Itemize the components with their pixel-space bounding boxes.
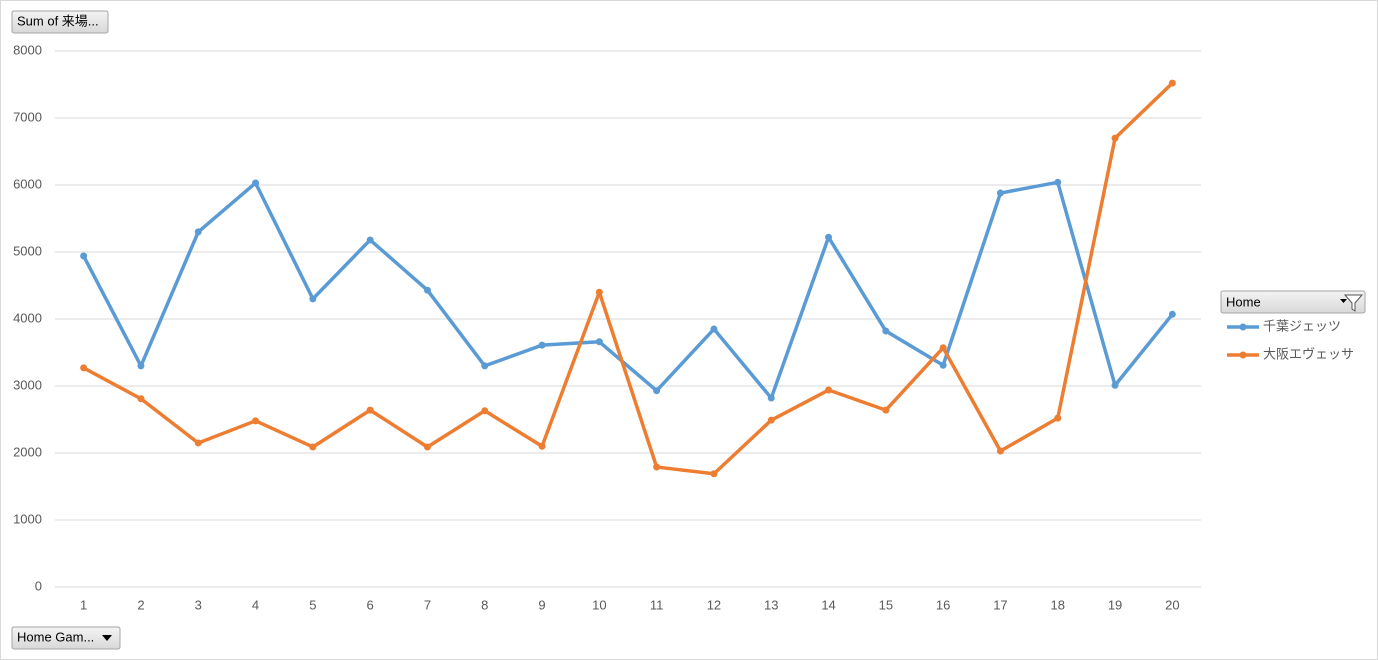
y-tick-label: 7000 bbox=[13, 109, 42, 124]
x-tick-label: 14 bbox=[821, 597, 835, 612]
data-point bbox=[194, 228, 202, 236]
data-point bbox=[80, 364, 88, 372]
data-point bbox=[481, 407, 489, 415]
data-point bbox=[1111, 134, 1119, 142]
data-point bbox=[423, 443, 431, 451]
data-point bbox=[538, 442, 546, 450]
x-tick-label: 10 bbox=[592, 597, 606, 612]
y-tick-label: 4000 bbox=[13, 310, 42, 325]
legend-field-label: Home bbox=[1226, 294, 1261, 309]
y-tick-label: 1000 bbox=[13, 511, 42, 526]
data-point bbox=[653, 463, 661, 471]
data-point bbox=[825, 386, 833, 394]
values-field-button[interactable]: Sum of 来場... bbox=[11, 10, 109, 34]
y-tick-label: 6000 bbox=[13, 176, 42, 191]
x-tick-label: 7 bbox=[424, 597, 431, 612]
series-line bbox=[82, 81, 1174, 476]
x-tick-label: 4 bbox=[252, 597, 259, 612]
x-tick-label: 18 bbox=[1051, 597, 1065, 612]
x-tick-label: 17 bbox=[993, 597, 1007, 612]
legend-marker bbox=[1239, 323, 1247, 331]
legend-label: 大阪エヴェッサ bbox=[1263, 346, 1354, 361]
data-point bbox=[1168, 310, 1176, 318]
data-point bbox=[939, 361, 947, 369]
data-point bbox=[767, 416, 775, 424]
y-tick-label: 0 bbox=[35, 578, 42, 593]
x-tick-label: 20 bbox=[1165, 597, 1179, 612]
data-point bbox=[481, 362, 489, 370]
data-point bbox=[137, 395, 145, 403]
data-point bbox=[252, 417, 260, 425]
x-tick-label: 15 bbox=[879, 597, 893, 612]
x-tick-label: 16 bbox=[936, 597, 950, 612]
y-tick-label: 2000 bbox=[13, 444, 42, 459]
data-point bbox=[194, 439, 202, 447]
data-point bbox=[1054, 414, 1062, 422]
axis-field-label: Home Gam... bbox=[17, 629, 94, 644]
data-point bbox=[366, 236, 374, 244]
x-tick-label: 8 bbox=[481, 597, 488, 612]
data-point bbox=[366, 406, 374, 414]
data-point bbox=[309, 443, 317, 451]
y-tick-label: 8000 bbox=[13, 42, 42, 57]
legend-field-button[interactable]: Home bbox=[1220, 290, 1366, 314]
data-point bbox=[996, 189, 1004, 197]
data-point bbox=[538, 341, 546, 349]
data-point bbox=[423, 286, 431, 294]
values-field-label: Sum of 来場... bbox=[17, 13, 99, 28]
x-tick-label: 13 bbox=[764, 597, 778, 612]
data-point bbox=[939, 344, 947, 352]
data-point bbox=[309, 295, 317, 303]
data-point bbox=[137, 362, 145, 370]
data-point bbox=[1054, 178, 1062, 186]
x-tick-label: 9 bbox=[538, 597, 545, 612]
data-point bbox=[996, 447, 1004, 455]
x-tick-label: 5 bbox=[309, 597, 316, 612]
axis-field-button[interactable]: Home Gam... bbox=[11, 626, 121, 650]
data-point bbox=[595, 288, 603, 296]
y-tick-label: 3000 bbox=[13, 377, 42, 392]
x-tick-label: 19 bbox=[1108, 597, 1122, 612]
data-point bbox=[710, 470, 718, 478]
x-tick-label: 2 bbox=[137, 597, 144, 612]
data-point bbox=[1168, 79, 1176, 87]
x-tick-label: 11 bbox=[650, 597, 664, 612]
data-point bbox=[653, 387, 661, 395]
y-tick-label: 5000 bbox=[13, 243, 42, 258]
legend-marker bbox=[1239, 351, 1247, 359]
data-point bbox=[882, 327, 890, 335]
data-point bbox=[825, 233, 833, 241]
data-point bbox=[80, 252, 88, 260]
x-tick-label: 12 bbox=[707, 597, 721, 612]
x-tick-label: 1 bbox=[80, 597, 87, 612]
data-point bbox=[767, 394, 775, 402]
data-point bbox=[252, 179, 260, 187]
x-tick-label: 6 bbox=[367, 597, 374, 612]
data-point bbox=[710, 325, 718, 333]
x-tick-label: 3 bbox=[195, 597, 202, 612]
legend-label: 千葉ジェッツ bbox=[1263, 318, 1341, 333]
data-point bbox=[882, 406, 890, 414]
data-point bbox=[595, 338, 603, 346]
data-point bbox=[1111, 381, 1119, 389]
series-line bbox=[82, 180, 1174, 400]
